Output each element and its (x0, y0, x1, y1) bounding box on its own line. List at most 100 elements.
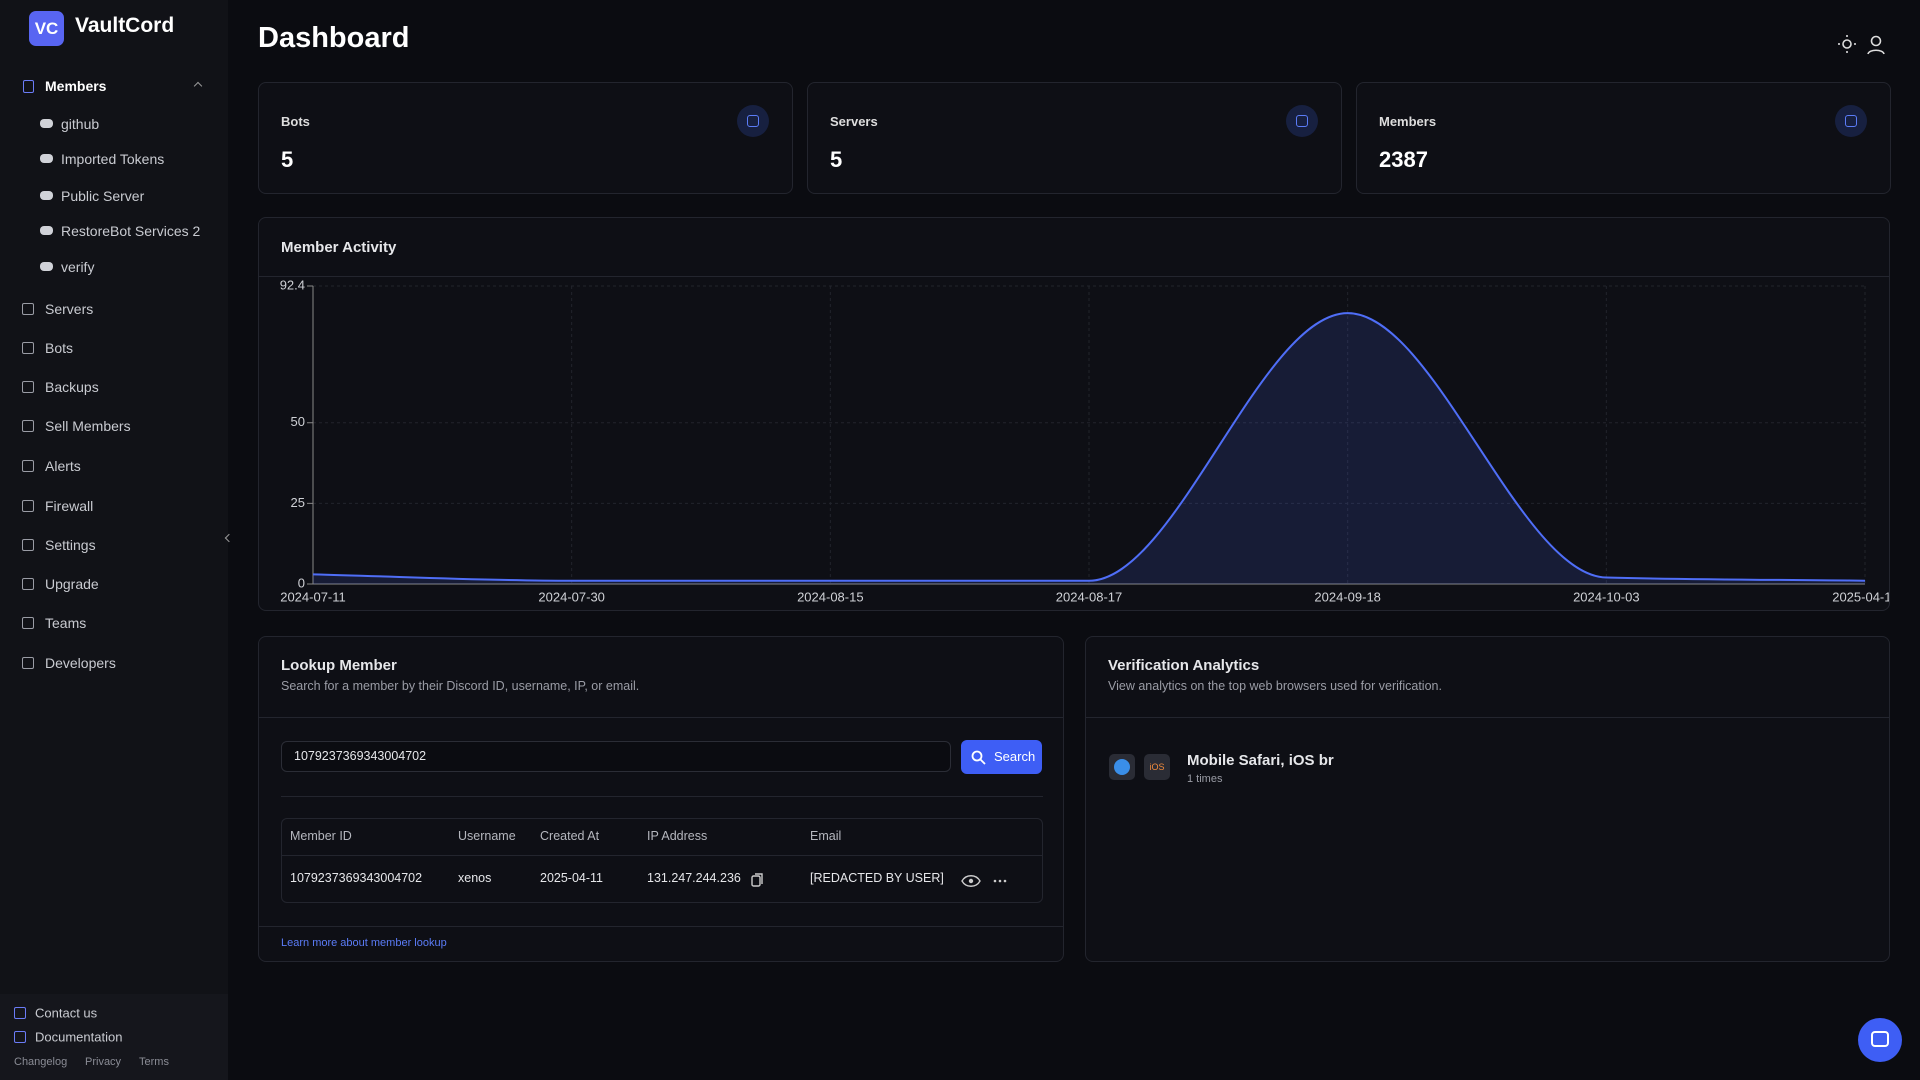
brand: VaultCord (75, 14, 175, 37)
cell: xenos (458, 871, 492, 885)
nav-icon (22, 657, 34, 669)
nav-icon (22, 539, 34, 551)
nav-item[interactable]: Firewall (45, 498, 94, 514)
nav-item[interactable]: Backups (45, 379, 99, 395)
browser-name: Mobile Safari, iOS br (1187, 752, 1334, 769)
results-table: Member ID Username Created At IP Address Ema… (281, 818, 1043, 903)
nav-item[interactable]: Sell Members (45, 418, 131, 434)
divider (259, 276, 1889, 277)
area (313, 313, 1865, 584)
lookup-link[interactable]: Learn more about member lookup (281, 937, 447, 949)
nav-subitem[interactable]: github (61, 116, 100, 132)
y-tick-label: 0 (298, 575, 305, 590)
lookup-title: Lookup Member (281, 657, 397, 674)
browser-count: 1 times (1187, 773, 1223, 785)
lookup-subtitle: Search for a member by their Discord ID,… (281, 679, 640, 693)
column-header: IP Address (647, 829, 708, 843)
footer-icon (14, 1031, 26, 1043)
lookup-card: Lookup Member Search for a member by the… (258, 636, 1064, 962)
stat-icon-glyph (747, 115, 759, 127)
footer-small[interactable]: Privacy (85, 1056, 122, 1068)
discord-icon (40, 226, 53, 235)
sidebar (0, 0, 228, 1080)
nav-item[interactable]: Bots (45, 340, 74, 356)
page-title: Dashboard (258, 22, 410, 54)
x-tick-label: 2024-08-15 (797, 589, 864, 604)
cell: 2025-04-11 (540, 871, 604, 885)
nav-icon (22, 381, 34, 393)
chart-title: Member Activity (281, 239, 397, 256)
nav-subitem[interactable]: RestoreBot Services 2 (61, 223, 201, 239)
stat-card: Servers 5 (807, 82, 1342, 194)
cell: [REDACTED BY USER] (810, 871, 944, 885)
y-tick-label: 92.4 (280, 277, 305, 292)
verification-subtitle: View analytics on the top web browsers u… (1108, 679, 1442, 693)
nav-icon (22, 460, 34, 472)
footer-link[interactable]: Contact us (35, 1005, 98, 1021)
stat-label: Members (1379, 114, 1437, 129)
stat-icon-glyph (1845, 115, 1857, 127)
logo: VC (29, 11, 64, 46)
nav-subitem[interactable]: Imported Tokens (61, 151, 165, 167)
stat-value: 2387 (1379, 147, 1428, 172)
nav-item[interactable]: Developers (45, 655, 116, 671)
column-header: Created At (540, 829, 600, 843)
nav-item[interactable]: Servers (45, 301, 94, 317)
chat-button[interactable] (1858, 1018, 1902, 1062)
y-tick-label: 25 (291, 495, 305, 510)
search-button[interactable]: Search (961, 740, 1042, 774)
footer-small[interactable]: Terms (139, 1056, 169, 1068)
safari-icon (1109, 754, 1135, 780)
search-input[interactable]: 1079237369343004702 (281, 741, 951, 772)
nav-item[interactable]: Upgrade (45, 576, 99, 592)
chart: 2024-07-11 2024-07-30 2024-08-15 2024-08-17… (280, 277, 1889, 604)
discord-icon (40, 119, 53, 128)
y-tick-label: 50 (291, 414, 305, 429)
stat-value: 5 (830, 147, 843, 172)
nav-group[interactable]: Members (45, 78, 107, 94)
verification-title: Verification Analytics (1108, 657, 1260, 674)
nav-icon (22, 578, 34, 590)
x-tick-label: 2024-10-03 (1573, 589, 1640, 604)
nav-icon (22, 500, 34, 512)
x-tick-label: 2024-09-18 (1314, 589, 1381, 604)
verification-card: Verification Analytics View analytics on… (1085, 636, 1890, 962)
x-tick-label: 2024-07-30 (538, 589, 605, 604)
divider (259, 926, 1063, 927)
nav-item[interactable]: Alerts (45, 458, 81, 474)
stat-icon (1286, 105, 1318, 137)
footer-link[interactable]: Documentation (35, 1029, 123, 1045)
nav-item[interactable]: Teams (45, 615, 87, 631)
nav-icon (23, 80, 34, 93)
nav-subitem[interactable]: verify (61, 259, 95, 275)
nav-icon (22, 342, 34, 354)
nav-item[interactable]: Settings (45, 537, 96, 553)
header-icons[interactable] (1835, 32, 1895, 58)
column-header: Email (810, 829, 842, 843)
discord-icon (40, 154, 53, 163)
footer-icon (14, 1007, 26, 1019)
row-icons[interactable] (749, 870, 1049, 890)
stat-card: Bots 5 (258, 82, 793, 194)
stat-icon (1835, 105, 1867, 137)
stat-icon (737, 105, 769, 137)
nav-icon (22, 303, 34, 315)
cell: 131.247.244.236 (647, 871, 741, 885)
divider (1086, 717, 1889, 718)
footer-small[interactable]: Changelog (14, 1056, 68, 1068)
nav-icon (22, 420, 34, 432)
stat-icon-glyph (1296, 115, 1308, 127)
stat-card: Members 2387 (1356, 82, 1891, 194)
column-header: Member ID (290, 829, 352, 843)
nav-icon (22, 617, 34, 629)
stat-value: 5 (281, 147, 294, 172)
discord-icon (40, 191, 53, 200)
chart-card: Member Activity 2024-07-11 2024-07-30 2024… (258, 217, 1890, 611)
search-icon (971, 750, 986, 765)
divider (281, 796, 1043, 797)
os-badge: iOS (1144, 754, 1170, 780)
nav-subitem[interactable]: Public Server (61, 188, 145, 204)
x-tick-label: 2024-07-11 (280, 589, 346, 604)
cell: 1079237369343004702 (290, 871, 423, 885)
